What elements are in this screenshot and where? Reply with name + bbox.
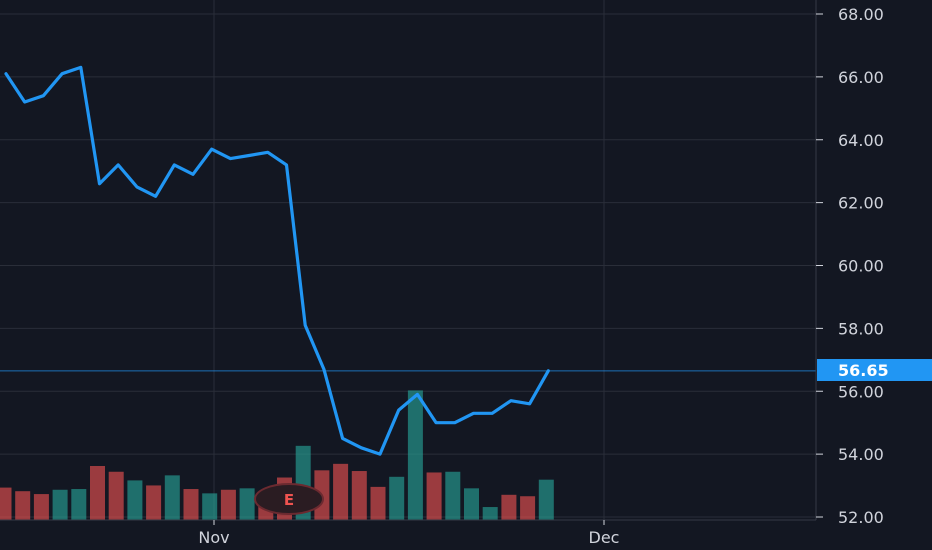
- y-tick-label: 62.00: [838, 194, 884, 213]
- volume-bar: [538, 479, 554, 520]
- volume-bar: [52, 489, 68, 520]
- volume-bar: [464, 488, 479, 520]
- price-line-series[interactable]: [4, 65, 550, 456]
- x-tick-label: Dec: [589, 528, 620, 547]
- volume-bar: [127, 480, 143, 520]
- y-tick-label: 54.00: [838, 445, 884, 464]
- earnings-badge-label: E: [284, 491, 294, 509]
- volume-bar: [71, 489, 87, 520]
- volume-bar: [445, 471, 461, 520]
- y-tick-label: 52.00: [838, 508, 884, 527]
- volume-bar: [501, 494, 517, 520]
- y-tick-label: 58.00: [838, 319, 884, 338]
- volume-bar: [220, 489, 236, 520]
- volume-bar: [333, 463, 349, 520]
- volume-bar: [407, 390, 423, 520]
- volume-bar: [108, 471, 124, 520]
- volume-bar: [482, 507, 498, 520]
- earnings-badge: [254, 483, 324, 515]
- volume-bar: [15, 491, 31, 520]
- x-tick-label: Nov: [198, 528, 229, 547]
- volume-bar: [202, 493, 218, 520]
- volume-bar: [389, 476, 405, 520]
- volume-bar: [90, 466, 105, 520]
- volume-bar: [183, 489, 199, 520]
- volume-bar: [164, 475, 180, 520]
- price-axis[interactable]: 68.00 66.00 64.00 62.00 60.00 58.00 56.00 54.00…: [816, 5, 884, 527]
- volume-bar: [351, 471, 367, 520]
- volume-bar: [239, 488, 255, 520]
- y-tick-label: 56.00: [838, 382, 884, 401]
- volume-bar: [426, 472, 442, 520]
- volume-bar: [146, 485, 162, 520]
- y-tick-label: 64.00: [838, 131, 884, 150]
- y-tick-label: 60.00: [838, 257, 884, 276]
- volume-bar: [33, 494, 49, 520]
- volume-bar: [520, 496, 536, 520]
- y-tick-label: 66.00: [838, 68, 884, 87]
- last-price-label: 56.65: [838, 361, 889, 380]
- volume-bar: [0, 487, 12, 520]
- earnings-event-marker[interactable]: E: [254, 483, 324, 515]
- volume-bar: [370, 486, 386, 520]
- y-tick-label: 68.00: [838, 5, 884, 24]
- last-price-badge: 56.65: [817, 359, 932, 381]
- last-price-badge-bg: [817, 359, 932, 381]
- time-axis[interactable]: Nov Dec: [198, 520, 619, 547]
